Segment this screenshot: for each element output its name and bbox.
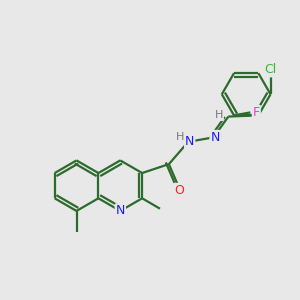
Text: H: H — [215, 110, 223, 120]
Text: N: N — [116, 204, 125, 218]
Text: N: N — [185, 135, 194, 148]
Text: N: N — [210, 131, 220, 144]
Text: H: H — [176, 132, 184, 142]
Text: O: O — [174, 184, 184, 197]
Text: Cl: Cl — [264, 63, 277, 76]
Text: F: F — [253, 106, 260, 119]
